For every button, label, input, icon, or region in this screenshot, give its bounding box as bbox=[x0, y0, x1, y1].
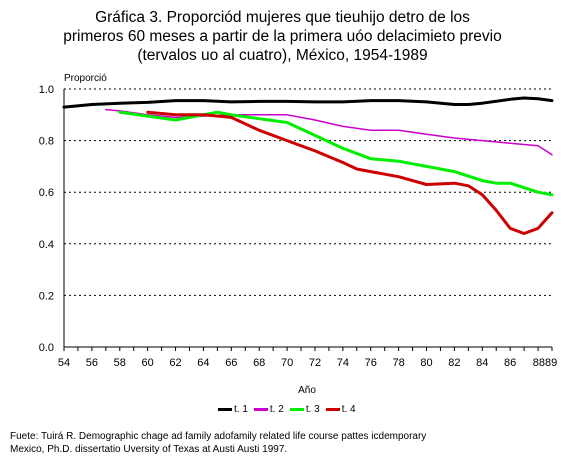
axes bbox=[63, 89, 553, 351]
legend-swatch-t4 bbox=[325, 408, 340, 411]
legend-item-t3: t. 3 bbox=[289, 404, 320, 415]
chart-title-line-2: primeros 60 meses a partir de la primera… bbox=[63, 28, 502, 45]
grid-lines bbox=[64, 88, 552, 296]
x-tick-label: 68 bbox=[253, 357, 265, 369]
chart-title-line-1: Gráfica 3. Proporciód mujeres que tieuhi… bbox=[95, 9, 470, 26]
source-line-1: Fuete: Tuirá R. Demographic chage ad fam… bbox=[10, 431, 427, 442]
legend-swatch-t3 bbox=[289, 408, 304, 411]
chart-title: Gráfica 3. Proporciód mujeres que tieuhi… bbox=[10, 8, 555, 65]
x-tick-label: 72 bbox=[309, 357, 321, 369]
series-line-t2 bbox=[105, 108, 553, 156]
x-tick-label: 62 bbox=[169, 357, 181, 369]
legend-label-t2: t. 2 bbox=[269, 404, 284, 415]
legend-swatch-t2 bbox=[253, 408, 268, 411]
x-tick-label: 56 bbox=[86, 357, 98, 369]
y-tick-label: 0.4 bbox=[39, 239, 54, 251]
x-tick-label: 54 bbox=[58, 357, 70, 369]
series-layer bbox=[62, 96, 554, 235]
tick-labels: 0.0 0.2 0.4 0.6 0.8 1.0 54 56 58 60 62 64 66 68 70 72 74… bbox=[39, 84, 558, 369]
legend-item-t2: t. 2 bbox=[253, 404, 284, 415]
y-tick-label: 0.2 bbox=[39, 290, 54, 302]
y-axis-label: Proporció bbox=[64, 73, 107, 84]
x-tick-label: 64 bbox=[197, 357, 209, 369]
source-note: Fuete: Tuirá R. Demographic chage ad fam… bbox=[10, 430, 426, 456]
legend-label-t1: t. 1 bbox=[234, 404, 248, 415]
legend-label-t4: t. 4 bbox=[341, 404, 356, 415]
chart-title-line-3: (tervalos uo al cuatro), México, 1954-19… bbox=[137, 47, 428, 64]
x-tick-label: 58 bbox=[114, 357, 126, 369]
legend-item-t1: t. 1 bbox=[218, 404, 248, 415]
x-tick-label: 84 bbox=[476, 357, 488, 369]
y-tick-label: 0.8 bbox=[39, 136, 54, 148]
y-tick-label: 0.6 bbox=[39, 187, 54, 199]
legend-swatch-t1 bbox=[218, 408, 232, 411]
y-tick-label: 1.0 bbox=[39, 84, 54, 96]
x-tick-label: 80 bbox=[420, 357, 432, 369]
y-tick-label: 0.0 bbox=[39, 342, 54, 354]
legend: t. 1 t. 2 t. 3 t. 4 bbox=[218, 404, 356, 415]
x-tick-label: 70 bbox=[281, 357, 293, 369]
series-line-t1 bbox=[62, 96, 554, 109]
x-tick-label: 86 bbox=[504, 357, 516, 369]
legend-label-t3: t. 3 bbox=[305, 404, 320, 415]
source-line-2: Mexico, Ph.D. dissertatio Uversity of Te… bbox=[10, 444, 288, 455]
x-tick-label: 74 bbox=[337, 357, 349, 369]
x-axis-label: Año bbox=[298, 385, 316, 396]
series-line-t4 bbox=[146, 110, 554, 235]
x-tick-label: 78 bbox=[393, 357, 405, 369]
x-tick-label: 60 bbox=[142, 357, 154, 369]
x-tick-label: 76 bbox=[365, 357, 377, 369]
x-tick-label: 82 bbox=[448, 357, 460, 369]
legend-item-t4: t. 4 bbox=[325, 404, 356, 415]
x-tick-label: 8889 bbox=[533, 357, 557, 369]
x-tick-label: 66 bbox=[225, 357, 237, 369]
